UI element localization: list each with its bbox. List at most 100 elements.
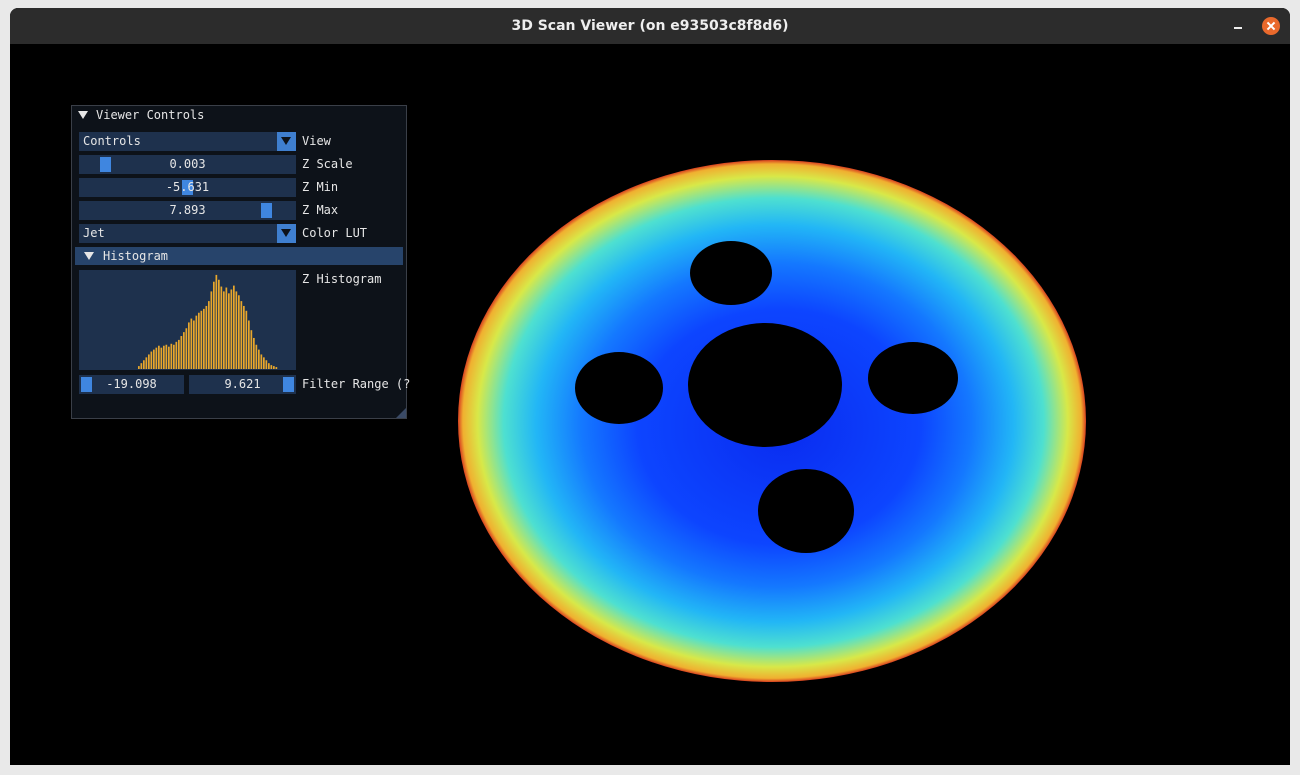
- slider-handle[interactable]: [283, 377, 294, 392]
- range-max[interactable]: 9.621: [189, 375, 296, 394]
- histogram-bar: [143, 360, 145, 369]
- slider-value: 0.003: [169, 157, 206, 171]
- histogram-bar: [248, 320, 250, 369]
- histogram-bar: [185, 328, 188, 369]
- histogram-bar: [270, 365, 273, 369]
- histogram-bar: [173, 344, 175, 369]
- histogram-bar: [258, 349, 260, 369]
- window: 3D Scan Viewer (on e93503c8f8d6) Viewer …: [10, 8, 1290, 765]
- collapse-arrow: [84, 252, 94, 260]
- histogram-bar: [138, 366, 140, 369]
- slider[interactable]: -5.631: [79, 178, 296, 197]
- histogram-bar: [160, 347, 163, 369]
- histogram-bar: [165, 344, 168, 369]
- label: Filter Range (?: [302, 377, 411, 391]
- range-min[interactable]: -19.098: [79, 375, 184, 394]
- histogram-bar: [210, 291, 213, 369]
- minimize-button[interactable]: [1234, 27, 1242, 29]
- label: Z Histogram: [302, 272, 382, 286]
- label: Z Scale: [302, 157, 353, 171]
- histogram-bar: [178, 339, 180, 369]
- label: Z Min: [302, 180, 339, 194]
- histogram-bar: [175, 341, 178, 369]
- histogram-bar: [245, 310, 248, 369]
- slider-handle[interactable]: [182, 180, 193, 195]
- histogram-bar: [215, 274, 218, 369]
- slider-value: -5.631: [165, 180, 210, 194]
- window-title: 3D Scan Viewer (on e93503c8f8d6): [511, 18, 789, 34]
- scan-view[interactable]: [10, 44, 1290, 765]
- histogram-bar: [140, 363, 143, 369]
- histogram-bar: [158, 345, 160, 369]
- histogram-bar: [263, 357, 265, 369]
- arrow: [281, 137, 291, 145]
- slider-handle[interactable]: [81, 377, 92, 392]
- histogram-bar: [205, 305, 208, 369]
- combo[interactable]: Controls: [79, 132, 296, 151]
- label: View: [302, 134, 331, 148]
- histogram-bar: [190, 318, 193, 369]
- label: Z Max: [302, 203, 339, 217]
- histogram-bar: [223, 291, 225, 369]
- arrow: [281, 229, 291, 237]
- histogram-bar: [240, 301, 243, 369]
- histogram-bar: [268, 363, 270, 369]
- label: Color LUT: [302, 226, 368, 240]
- histogram-bar: [225, 287, 228, 369]
- slider[interactable]: 7.893: [79, 201, 296, 220]
- hole: [868, 342, 958, 414]
- histogram-bar: [170, 343, 173, 369]
- resize-grip[interactable]: [396, 408, 406, 418]
- histogram-bar: [193, 320, 195, 369]
- histogram-bar: [265, 360, 268, 369]
- section-title: Histogram: [103, 249, 169, 263]
- section-header[interactable]: Histogram: [75, 247, 403, 265]
- slider-handle[interactable]: [261, 203, 272, 218]
- histogram-bar: [255, 344, 258, 369]
- hole: [575, 352, 663, 424]
- histogram-bar: [180, 336, 183, 369]
- histogram-bar: [260, 354, 263, 369]
- slider[interactable]: 0.003: [79, 155, 296, 174]
- combo-value: Controls: [83, 134, 141, 148]
- histogram-bar: [203, 308, 205, 369]
- histogram-bar: [243, 305, 245, 369]
- histogram-bar: [220, 286, 223, 369]
- histogram: [79, 270, 296, 370]
- histogram-bar: [273, 366, 275, 369]
- histogram-bar: [250, 330, 253, 369]
- slider-value: 7.893: [169, 203, 206, 217]
- histogram-bar: [168, 346, 170, 369]
- histogram-bar: [155, 347, 158, 369]
- panel-title: Viewer Controls: [96, 108, 205, 122]
- histogram-bar: [195, 315, 198, 369]
- histogram-bar: [183, 332, 185, 369]
- combo[interactable]: Jet: [79, 224, 296, 243]
- histogram-bar: [198, 312, 200, 369]
- histogram-bar: [238, 295, 240, 369]
- combo-button[interactable]: [277, 132, 296, 151]
- slider-handle[interactable]: [100, 157, 111, 172]
- histogram-bar: [228, 293, 230, 369]
- hole: [688, 323, 842, 447]
- histogram-bar: [145, 357, 148, 369]
- close-button[interactable]: [1262, 17, 1280, 35]
- combo-button[interactable]: [277, 224, 296, 243]
- histogram-bar: [230, 289, 233, 369]
- histogram-bar: [275, 367, 278, 369]
- range-value: -19.098: [106, 377, 157, 391]
- hole: [690, 241, 772, 305]
- histogram-bar: [150, 351, 153, 369]
- combo-value: Jet: [83, 226, 105, 240]
- histogram-bar: [163, 345, 165, 369]
- histogram-bar: [208, 301, 210, 369]
- histogram-bar: [148, 354, 150, 369]
- range-value: 9.621: [224, 377, 261, 391]
- histogram-bar: [253, 337, 255, 369]
- collapse-arrow[interactable]: [78, 111, 88, 119]
- hole: [758, 469, 854, 553]
- histogram-bar: [188, 322, 190, 369]
- title-bar: 3D Scan Viewer (on e93503c8f8d6): [10, 8, 1290, 44]
- histogram-bar: [235, 291, 238, 369]
